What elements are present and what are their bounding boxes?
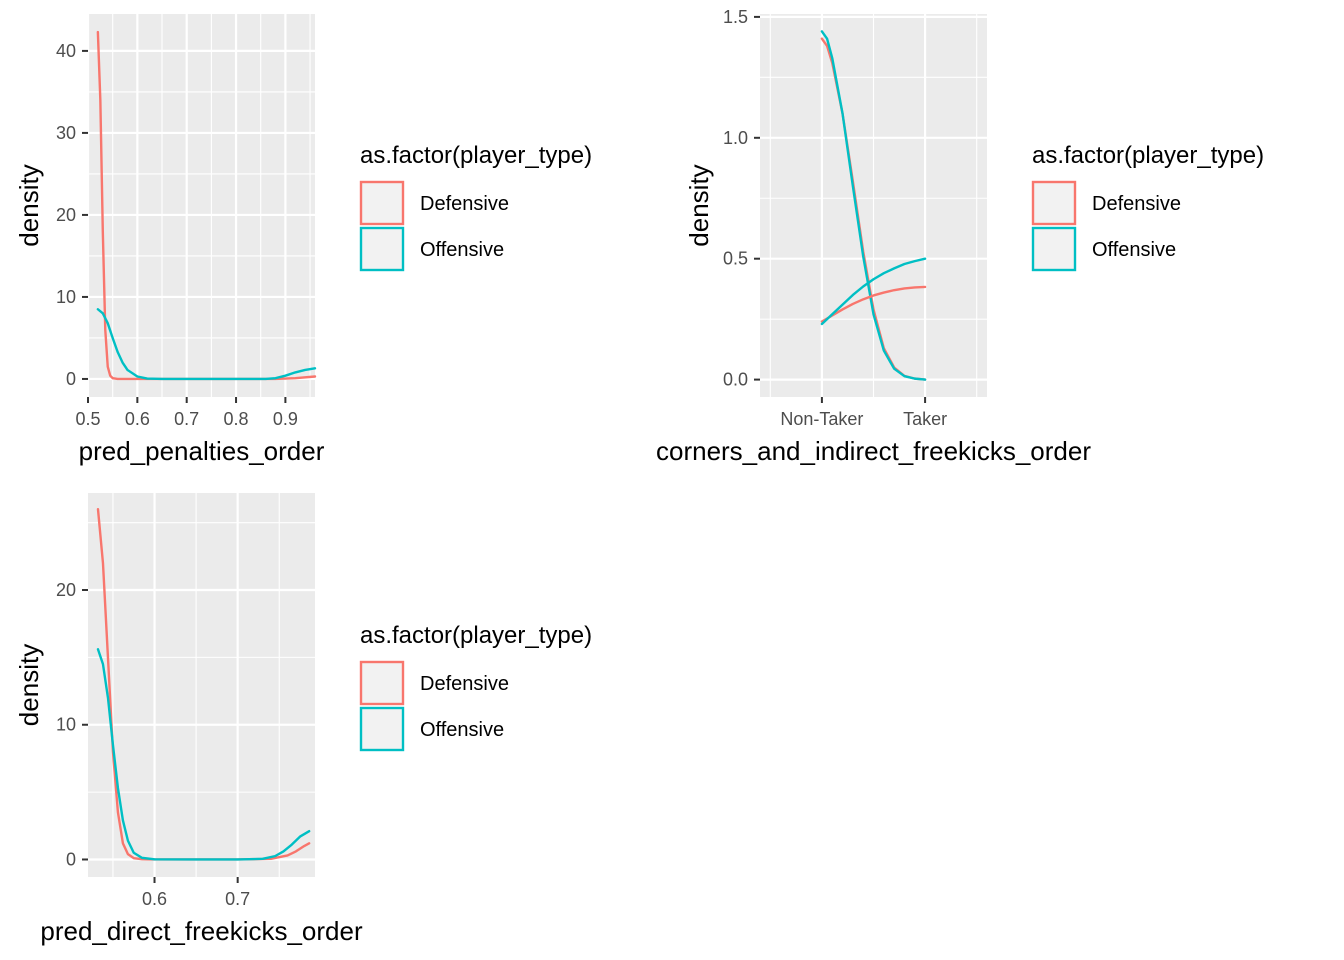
x-tick-label: 0.6 bbox=[125, 409, 150, 429]
panel-background bbox=[88, 493, 315, 877]
legend-title: as.factor(player_type) bbox=[1032, 142, 1264, 169]
legend-key-offensive bbox=[1031, 226, 1077, 272]
legend-label-offensive: Offensive bbox=[420, 719, 504, 741]
legend-label-defensive: Defensive bbox=[420, 673, 509, 695]
y-axis-title: density bbox=[684, 164, 714, 246]
legend-key-defensive bbox=[359, 660, 405, 706]
density-line-offensive bbox=[96, 648, 311, 861]
legend-label-defensive: Defensive bbox=[420, 193, 509, 215]
legend-label-offensive: Offensive bbox=[420, 239, 504, 261]
y-axis-title: density bbox=[14, 164, 44, 246]
y-tick-label: 20 bbox=[56, 580, 76, 600]
x-tick-label: 0.6 bbox=[142, 889, 167, 909]
x-tick-label: 0.8 bbox=[224, 409, 249, 429]
legend-title: as.factor(player_type) bbox=[360, 142, 592, 169]
x-axis-title: pred_direct_freekicks_order bbox=[40, 916, 363, 946]
x-tick-label: 0.9 bbox=[273, 409, 298, 429]
legend-label-defensive: Defensive bbox=[1092, 193, 1181, 215]
x-tick-label: 0.7 bbox=[225, 889, 250, 909]
y-tick-label: 10 bbox=[56, 287, 76, 307]
y-tick-label: 30 bbox=[56, 123, 76, 143]
legend: as.factor(player_type) Defensive Offensive bbox=[1031, 142, 1264, 272]
panel-background bbox=[88, 14, 315, 397]
x-tick-label: 0.5 bbox=[75, 409, 100, 429]
y-tick-label: 0.5 bbox=[723, 249, 748, 269]
y-tick-label: 0 bbox=[66, 849, 76, 869]
density-line-offensive bbox=[820, 257, 927, 326]
panel-2: Non-Taker Taker 0.0 0.5 1.0 1.5 corners_and_in… bbox=[656, 7, 1264, 466]
x-axis-title: pred_penalties_order bbox=[79, 436, 325, 466]
y-tick-label: 10 bbox=[56, 715, 76, 735]
panel-3: 0.6 0.7 0 10 20 pred_direct_freekicks_order de… bbox=[14, 493, 592, 946]
y-axis-title: density bbox=[14, 644, 44, 726]
density-line-defensive bbox=[820, 285, 927, 323]
legend-key-offensive bbox=[359, 706, 405, 752]
y-tick-label: 1.5 bbox=[723, 7, 748, 27]
legend-key-defensive bbox=[1031, 180, 1077, 226]
y-tick-label: 20 bbox=[56, 205, 76, 225]
density-line-offensive bbox=[820, 30, 927, 381]
x-axis-title: corners_and_indirect_freekicks_order bbox=[656, 436, 1091, 466]
legend-key-defensive bbox=[359, 180, 405, 226]
legend-title: as.factor(player_type) bbox=[360, 622, 592, 649]
y-tick-label: 0 bbox=[66, 369, 76, 389]
x-tick-label: Non-Taker bbox=[780, 409, 863, 429]
x-tick-label: Taker bbox=[903, 409, 947, 429]
legend: as.factor(player_type) Defensive Offensive bbox=[359, 622, 592, 752]
y-tick-label: 0.0 bbox=[723, 370, 748, 390]
legend-label-offensive: Offensive bbox=[1092, 239, 1176, 261]
legend: as.factor(player_type) Defensive Offensive bbox=[359, 142, 592, 272]
y-tick-label: 1.0 bbox=[723, 128, 748, 148]
y-tick-label: 40 bbox=[56, 41, 76, 61]
density-line-offensive bbox=[96, 308, 317, 381]
x-tick-label: 0.7 bbox=[174, 409, 199, 429]
panel-1: 0.5 0.6 0.7 0.8 0.9 0 10 20 30 40 pred_penalties_o… bbox=[14, 14, 592, 466]
legend-key-offensive bbox=[359, 226, 405, 272]
